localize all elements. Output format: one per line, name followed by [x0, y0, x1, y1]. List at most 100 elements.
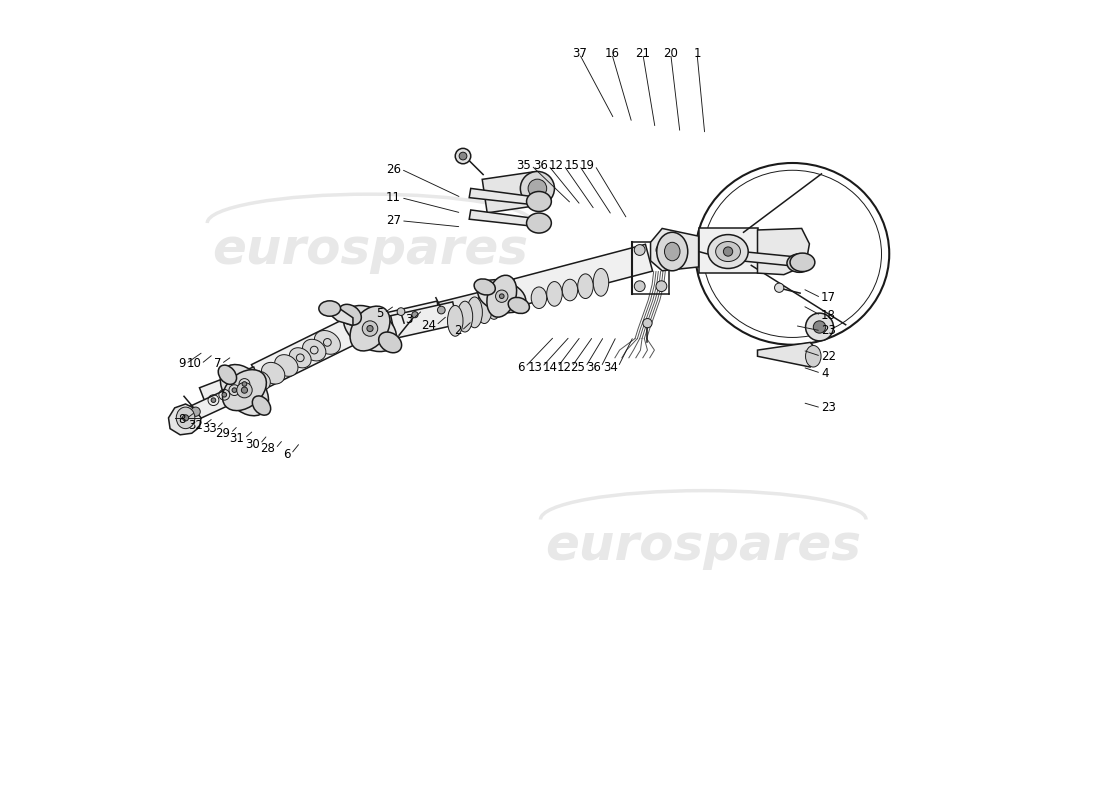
Polygon shape — [437, 283, 520, 323]
Circle shape — [183, 414, 189, 421]
Circle shape — [236, 382, 252, 398]
Circle shape — [642, 318, 652, 328]
Ellipse shape — [716, 242, 740, 262]
Circle shape — [635, 281, 645, 291]
Ellipse shape — [593, 269, 608, 296]
Text: 3: 3 — [405, 313, 412, 326]
Text: 12: 12 — [557, 361, 572, 374]
Bar — [698, 229, 758, 273]
Circle shape — [635, 245, 645, 255]
Circle shape — [362, 321, 377, 336]
Text: 17: 17 — [821, 291, 836, 304]
Ellipse shape — [520, 171, 554, 206]
Ellipse shape — [487, 275, 517, 317]
Ellipse shape — [458, 302, 473, 332]
Circle shape — [191, 407, 200, 416]
Ellipse shape — [657, 232, 688, 270]
Text: 22: 22 — [821, 350, 836, 362]
Polygon shape — [190, 391, 230, 420]
Text: 13: 13 — [527, 361, 542, 374]
Text: 11: 11 — [386, 191, 402, 204]
Ellipse shape — [343, 306, 397, 351]
Text: 1: 1 — [693, 47, 701, 60]
Circle shape — [495, 290, 508, 302]
Text: 10: 10 — [186, 358, 201, 370]
Ellipse shape — [477, 280, 526, 313]
Ellipse shape — [813, 321, 826, 333]
Text: 33: 33 — [201, 422, 217, 435]
Polygon shape — [199, 367, 262, 408]
Text: 26: 26 — [386, 162, 402, 176]
Ellipse shape — [547, 282, 562, 306]
Ellipse shape — [790, 253, 815, 271]
Circle shape — [459, 152, 466, 160]
Ellipse shape — [486, 289, 502, 319]
Ellipse shape — [319, 301, 341, 316]
Polygon shape — [514, 244, 652, 306]
Text: 25: 25 — [571, 361, 585, 374]
Ellipse shape — [805, 346, 821, 367]
Circle shape — [211, 398, 216, 402]
Circle shape — [222, 393, 227, 397]
Text: 4: 4 — [821, 366, 828, 380]
Text: 2: 2 — [454, 324, 462, 338]
Circle shape — [242, 382, 246, 386]
Ellipse shape — [378, 332, 402, 353]
Ellipse shape — [527, 191, 551, 211]
Text: 29: 29 — [216, 426, 231, 440]
Text: 15: 15 — [564, 159, 580, 172]
Text: 37: 37 — [572, 47, 586, 60]
Polygon shape — [327, 304, 353, 326]
Text: 19: 19 — [580, 159, 595, 172]
Polygon shape — [390, 302, 458, 338]
Text: 31: 31 — [230, 432, 244, 445]
Ellipse shape — [339, 304, 361, 325]
Ellipse shape — [527, 213, 551, 233]
Polygon shape — [482, 172, 540, 213]
Ellipse shape — [275, 354, 298, 376]
Ellipse shape — [474, 279, 495, 295]
Text: 12: 12 — [549, 159, 563, 172]
Ellipse shape — [528, 179, 547, 198]
Text: 5: 5 — [376, 306, 384, 320]
Text: 23: 23 — [821, 402, 836, 414]
Circle shape — [499, 294, 504, 298]
Text: 35: 35 — [517, 159, 531, 172]
Circle shape — [241, 387, 248, 394]
Circle shape — [232, 388, 236, 393]
Ellipse shape — [786, 254, 812, 272]
Circle shape — [724, 247, 733, 256]
Polygon shape — [470, 188, 540, 206]
Ellipse shape — [218, 365, 236, 384]
Polygon shape — [725, 250, 804, 267]
Ellipse shape — [466, 297, 483, 328]
Ellipse shape — [350, 306, 389, 351]
Ellipse shape — [262, 362, 285, 384]
Ellipse shape — [476, 293, 492, 323]
Ellipse shape — [222, 370, 266, 410]
Text: 34: 34 — [603, 361, 618, 374]
Ellipse shape — [708, 234, 748, 269]
Ellipse shape — [176, 407, 195, 429]
Text: eurospares: eurospares — [546, 522, 861, 570]
Polygon shape — [650, 229, 699, 270]
Text: 14: 14 — [542, 361, 558, 374]
Polygon shape — [470, 210, 540, 227]
Text: 20: 20 — [663, 47, 678, 60]
Text: 27: 27 — [386, 214, 402, 227]
Ellipse shape — [578, 274, 593, 298]
Text: 36: 36 — [586, 361, 601, 374]
Text: 16: 16 — [604, 47, 619, 60]
Polygon shape — [758, 229, 810, 274]
Text: 7: 7 — [213, 358, 221, 370]
Circle shape — [438, 306, 446, 314]
Polygon shape — [758, 342, 816, 367]
Ellipse shape — [315, 330, 340, 354]
Text: 9: 9 — [178, 358, 186, 370]
Circle shape — [656, 245, 667, 255]
Text: 6: 6 — [517, 361, 525, 374]
Ellipse shape — [562, 279, 578, 301]
Ellipse shape — [531, 287, 547, 309]
Ellipse shape — [250, 371, 271, 390]
Ellipse shape — [252, 396, 271, 415]
